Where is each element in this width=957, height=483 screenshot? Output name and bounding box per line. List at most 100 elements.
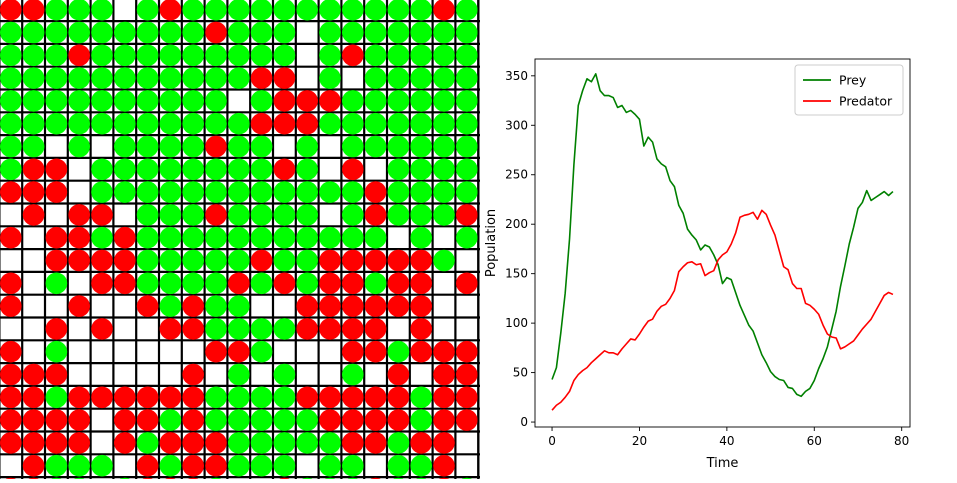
prey-cell [45,44,68,67]
predator-cell [91,204,113,226]
prey-cell [456,44,478,67]
prey-cell [456,181,478,203]
prey-cell [410,158,433,181]
prey-cell [205,181,227,203]
predator-cell [342,249,364,272]
predator-cell [410,272,433,295]
prey-cell [91,454,113,477]
prey-cell [456,226,478,249]
prey-cell [228,295,250,317]
prey-cell [410,226,433,249]
predator-cell [319,90,341,112]
prey-cell [342,90,364,112]
prey-cell [228,226,250,249]
prey-cell [114,21,136,44]
prey-cell [159,21,182,44]
prey-cell [433,181,455,203]
prey-cell [228,135,250,158]
predator-cell [433,386,455,409]
predator-cell [45,226,68,249]
predator-cell [319,249,341,272]
prey-cell [205,272,227,295]
prey-cell [364,112,387,135]
prey-cell [136,112,159,135]
prey-cell [182,67,204,89]
predator-cell [0,409,22,431]
y-tick-label: 300 [505,118,528,132]
prey-cell [205,409,227,431]
predator-cell [410,249,433,272]
prey-cell [91,67,113,89]
predator-cell [387,363,410,386]
prey-cell [410,0,432,21]
prey-cell [68,21,90,44]
prey-cell [296,272,319,295]
prey-cell [433,249,455,272]
prey-cell [228,0,250,21]
prey-cell [410,204,433,226]
predator-cell [364,340,387,363]
predator-cell [319,409,341,431]
predator-cell [410,295,433,317]
prey-cell [68,454,90,477]
prey-cell [228,249,250,272]
prey-cell [228,454,250,477]
predator-cell [91,249,113,272]
prey-cell [45,67,68,89]
prey-cell [250,340,273,363]
predator-cell [387,409,410,431]
prey-cell [91,181,113,203]
prey-cell [114,90,136,112]
predator-cell [91,386,113,409]
predator-cell [433,432,455,454]
prey-cell [22,112,45,135]
prey-cell [68,0,90,21]
predator-cell [0,0,22,21]
legend-box [794,64,904,116]
y-tick-label: 250 [505,168,528,182]
predator-cell [296,386,319,409]
predator-cell [205,135,227,158]
prey-cell [68,67,90,89]
prey-cell [182,181,204,203]
prey-cell [364,21,387,44]
prey-cell [205,386,227,409]
prey-cell [182,112,204,135]
predator-cell [342,409,364,431]
prey-cell [387,158,410,181]
prey-cell [45,0,68,21]
predator-cell [68,295,90,317]
predator-cell [45,318,68,340]
prey-cell [68,90,90,112]
prey-cell [228,44,250,67]
prey-cell [433,158,455,181]
prey-cell [91,90,113,112]
prey-cell [433,135,455,158]
predator-cell [342,340,364,363]
series-line-prey [551,73,894,398]
prey-cell [228,181,250,203]
prey-cell [22,90,45,112]
prey-cell [45,112,68,135]
prey-cell [159,409,182,431]
prey-cell [296,0,318,21]
prey-cell [0,135,22,158]
predator-cell [319,386,341,409]
prey-cell [456,112,478,135]
prey-cell [159,272,182,295]
prey-cell [273,21,296,44]
predator-cell [0,295,22,317]
prey-cell [159,67,182,89]
prey-cell [182,226,204,249]
prey-cell [296,249,319,272]
prey-cell [136,181,159,203]
prey-cell [319,454,341,477]
prey-cell [68,112,90,135]
predator-cell [114,386,136,409]
prey-cell [136,272,159,295]
y-tick-label: 200 [505,217,528,231]
x-tick-label: 80 [894,434,909,448]
prey-cell [205,226,227,249]
prey-cell [22,67,45,89]
prey-cell [433,204,455,226]
